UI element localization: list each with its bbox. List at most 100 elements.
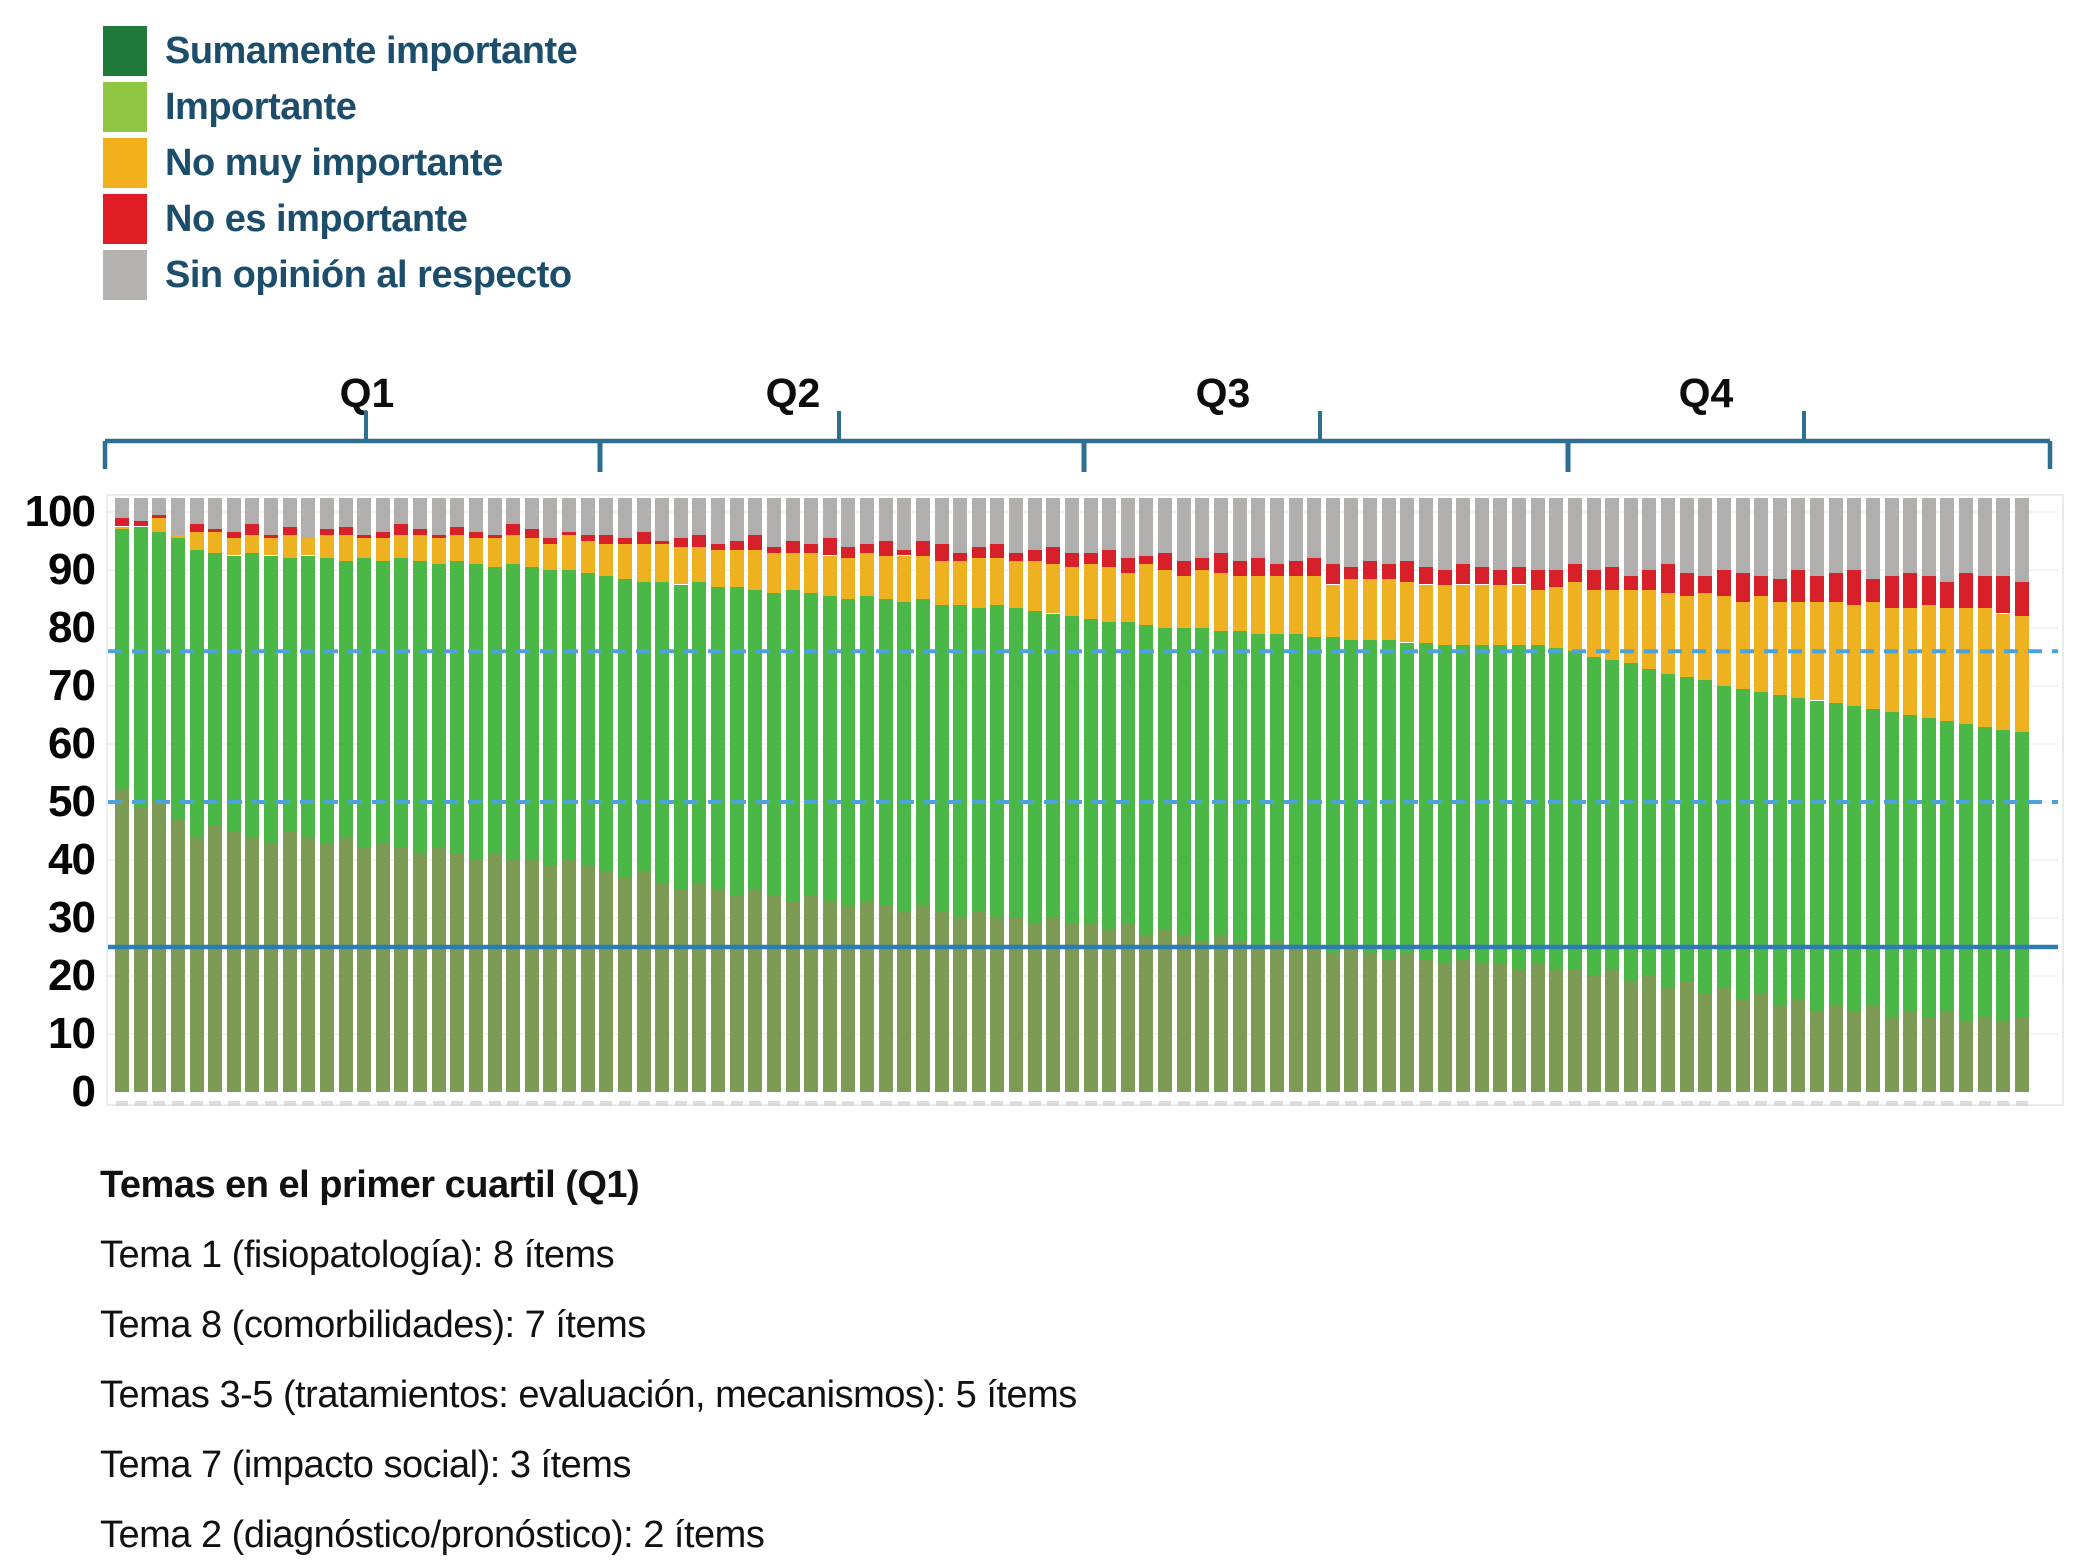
bar-segment-1	[1791, 999, 1806, 1092]
x-axis-mini-tick	[544, 1101, 557, 1106]
x-axis-mini-tick	[1960, 1101, 1973, 1106]
bar-segment-5	[673, 497, 688, 539]
y-axis-tick-label: 0	[71, 1067, 96, 1116]
bar-segment-4	[1791, 570, 1806, 602]
bar-segment-4	[1269, 564, 1284, 576]
bar-segment-2	[282, 558, 297, 831]
bar-segment-3	[1735, 601, 1750, 689]
bar-segment-2	[1363, 639, 1377, 953]
bar-segment-5	[785, 497, 800, 541]
bar-segment-5	[1009, 497, 1024, 553]
bar-segment-4	[1903, 572, 1918, 608]
bar-segment-1	[1325, 952, 1340, 1092]
bar-segment-2	[729, 587, 744, 895]
y-axis-tick-label: 100	[24, 487, 96, 536]
bar-segment-2	[673, 584, 688, 889]
bar-segment-5	[1176, 497, 1191, 562]
bar-segment-4	[487, 535, 502, 539]
bar-segment-3	[170, 535, 185, 539]
bar-segment-1	[785, 900, 800, 1092]
x-axis-mini-tick	[1438, 1101, 1451, 1106]
bar-segment-1	[1176, 935, 1191, 1092]
y-axis-tick-label: 10	[48, 1009, 96, 1058]
x-axis-mini-tick	[1177, 1101, 1190, 1106]
bar-segment-1	[1865, 1005, 1880, 1092]
bar-segment-5	[1865, 497, 1880, 579]
bar-segment-3	[543, 543, 558, 570]
bar-segment-5	[934, 497, 949, 544]
bar-segment-5	[506, 497, 521, 524]
bar-segment-4	[1940, 581, 1955, 608]
x-axis-mini-tick	[1773, 1101, 1786, 1106]
bar-segment-4	[1381, 564, 1396, 579]
bar-segment-3	[1586, 590, 1601, 657]
bar-segment-1	[152, 802, 167, 1092]
bar-segment-3	[1083, 564, 1098, 620]
bar-segment-4	[1530, 570, 1545, 591]
bar-segment-3	[1064, 567, 1079, 617]
bar-segment-5	[543, 497, 558, 539]
x-axis-mini-tick	[488, 1101, 501, 1106]
bar-segment-2	[152, 532, 167, 802]
legend-label: No muy importante	[165, 141, 503, 184]
bar-segment-1	[1623, 981, 1638, 1092]
bar-segment-5	[766, 497, 781, 547]
bar-segment-3	[897, 555, 912, 602]
bar-segment-3	[1046, 564, 1061, 614]
x-axis-mini-tick	[302, 1101, 315, 1106]
bar-segment-4	[1456, 564, 1471, 585]
bar-segment-5	[282, 497, 297, 527]
footer-notes: Temas en el primer cuartil (Q1) Tema 1 (…	[100, 1150, 1077, 1567]
bar-segment-4	[897, 549, 912, 556]
x-axis-mini-tick	[1531, 1101, 1544, 1106]
bar-segment-4	[1176, 561, 1191, 576]
bar-segment-3	[617, 543, 632, 579]
bar-segment-4	[1363, 561, 1377, 579]
bar-segment-5	[431, 497, 446, 536]
bar-segment-2	[915, 599, 930, 907]
bar-segment-5	[1679, 497, 1694, 573]
bar-segment-2	[1642, 668, 1657, 976]
bar-segment-4	[1232, 561, 1247, 576]
bar-segment-4	[785, 541, 800, 553]
bar-segment-4	[1884, 575, 1899, 608]
bar-segment-1	[1400, 952, 1415, 1092]
bar-segment-4	[1698, 575, 1713, 594]
bar-segment-4	[841, 546, 856, 559]
bar-segment-5	[804, 497, 819, 544]
x-axis-mini-tick	[563, 1101, 576, 1106]
bar-segment-1	[115, 790, 129, 1092]
bar-segment-5	[1567, 497, 1582, 565]
bar-segment-5	[189, 497, 204, 524]
bar-segment-2	[208, 552, 223, 826]
bar-segment-3	[953, 561, 968, 605]
y-axis-tick-label: 80	[48, 603, 96, 652]
bar-segment-5	[990, 497, 1005, 544]
bar-segment-5	[1996, 497, 2011, 576]
bar-segment-4	[692, 535, 707, 547]
bar-segment-4	[1102, 549, 1117, 568]
bar-segment-3	[264, 538, 279, 556]
bar-segment-5	[1549, 497, 1564, 570]
bar-segment-5	[1027, 497, 1042, 550]
x-axis-mini-tick	[1419, 1101, 1432, 1106]
bar-segment-3	[804, 552, 819, 594]
bar-segment-4	[990, 543, 1005, 559]
bar-segment-4	[1586, 570, 1601, 591]
bar-segment-5	[1512, 497, 1527, 568]
bar-segment-1	[394, 848, 409, 1092]
bar-segment-4	[971, 546, 986, 559]
x-axis-mini-tick	[1345, 1101, 1358, 1106]
bar-segment-2	[1251, 633, 1266, 947]
bar-segment-5	[2014, 497, 2029, 582]
bar-segment-3	[413, 535, 428, 562]
x-axis-mini-tick	[1121, 1101, 1134, 1106]
bar-segment-2	[1139, 625, 1154, 936]
bar-segment-2	[692, 581, 707, 884]
bar-segment-5	[1903, 497, 1918, 573]
x-axis-mini-tick	[1382, 1101, 1395, 1106]
bar-segment-1	[1363, 952, 1377, 1092]
x-axis-mini-tick	[1550, 1101, 1563, 1106]
bar-segment-4	[711, 543, 726, 550]
bar-segment-5	[1791, 497, 1806, 570]
